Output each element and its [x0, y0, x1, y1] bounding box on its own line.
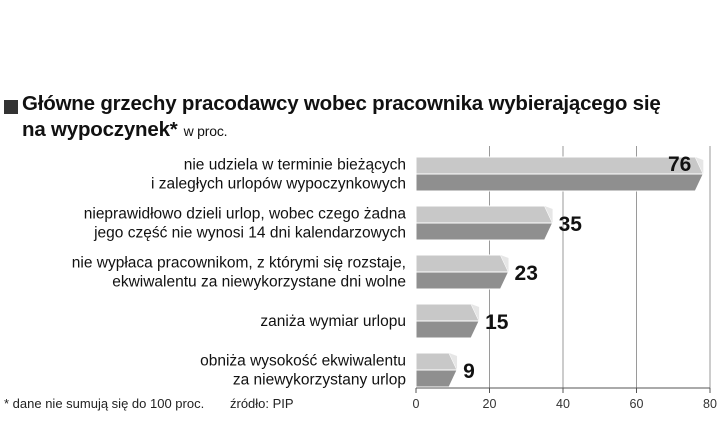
x-tick-label: 20	[483, 397, 497, 411]
bar-end-cap	[544, 206, 553, 223]
footnote: * dane nie sumują się do 100 proc.	[4, 396, 205, 411]
category-label: i zaległych urlopów wypoczynkowych	[151, 176, 406, 193]
x-tick-label: 80	[703, 397, 717, 411]
bar-bottom-face	[415, 369, 458, 388]
bar	[415, 205, 554, 241]
bar-end-cap	[471, 304, 480, 321]
bar-end-cap	[449, 353, 458, 370]
bar	[415, 352, 458, 388]
x-tick-label: 0	[413, 397, 420, 411]
bar-end-cap	[695, 157, 704, 174]
value-label: 15	[485, 311, 509, 334]
bar-end-cap	[500, 255, 509, 272]
x-tick-label: 60	[630, 397, 644, 411]
bar-top-face	[415, 205, 554, 224]
bar-top-face	[415, 156, 705, 175]
chart-title-line1: Główne grzechy pracodawcy wobec pracowni…	[22, 92, 661, 115]
bar-bottom-face	[415, 222, 554, 241]
bar	[415, 156, 705, 192]
bar-top-face	[415, 303, 480, 322]
category-label: nie wypłaca pracownikom, z którymi się r…	[72, 255, 406, 272]
source-note: źródło: PIP	[230, 396, 294, 411]
value-label: 76	[668, 153, 691, 176]
category-label: zaniża wymiar urlopu	[260, 313, 406, 330]
category-label: obniża wysokość ekwiwalentu	[200, 353, 406, 370]
bar-top-face	[415, 254, 510, 273]
chart-unit: w proc.	[183, 123, 228, 139]
label-layer: 0 20 40 60 80 76 nie udziela w terminie bieżąc…	[72, 153, 717, 411]
x-tick-label: 40	[556, 397, 570, 411]
category-label: nieprawidłowo dzieli urlop, wobec czego …	[84, 206, 407, 223]
category-label: nie udziela w terminie bieżących	[184, 157, 406, 174]
value-label: 23	[515, 262, 538, 285]
category-label: jego część nie wynosi 14 dni kalendarzow…	[93, 225, 406, 242]
chart-title-text: na wypoczynek*	[22, 118, 178, 141]
bar	[415, 254, 510, 290]
category-label: ekwiwalentu za niewykorzystane dni wolne	[112, 274, 406, 291]
bar	[415, 303, 480, 339]
category-label: za niewykorzystany urlop	[233, 372, 406, 389]
bar-bottom-face	[415, 271, 510, 290]
bar-layer	[415, 156, 705, 388]
bar-bottom-face	[415, 320, 480, 339]
chart-title-line2: na wypoczynek* w proc.	[22, 118, 228, 142]
bar-bottom-face	[415, 173, 705, 192]
value-label: 9	[463, 360, 475, 383]
title-square-icon	[4, 100, 18, 114]
value-label: 35	[559, 213, 583, 236]
